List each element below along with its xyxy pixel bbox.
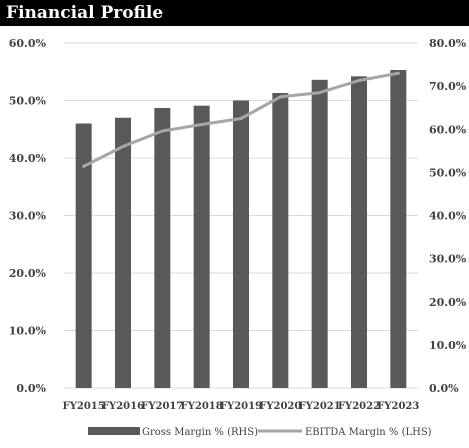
x-axis-category-label: FY2020 [259, 401, 301, 412]
legend-label-ebitda-margin: EBITDA Margin % (LHS) [305, 427, 432, 438]
right-axis-tick-label: 20.0% [429, 296, 467, 309]
point-ebitda-margin [121, 145, 125, 148]
bar-gross-margin [115, 117, 131, 388]
x-axis-category-label: FY2019 [220, 401, 262, 412]
x-axis-category-label: FY2021 [299, 401, 341, 412]
left-axis-tick-label: 50.0% [9, 95, 47, 108]
bar-gross-margin [390, 70, 407, 389]
right-axis-tick-label: 70.0% [429, 80, 467, 93]
left-axis-tick-label: 0.0% [16, 382, 46, 395]
point-ebitda-margin [318, 91, 322, 95]
x-axis-category-label: FY2015 [63, 401, 105, 412]
bar-gross-margin [154, 107, 171, 388]
right-axis-tick-label: 40.0% [429, 210, 467, 223]
right-axis-tick-label: 50.0% [429, 166, 467, 179]
right-axis-tick-label: 10.0% [429, 339, 467, 352]
bar-gross-margin [272, 93, 289, 389]
title-bar: Financial Profile [0, 0, 469, 26]
point-ebitda-margin [239, 116, 243, 120]
right-axis-tick-label: 80.0% [429, 37, 467, 50]
point-ebitda-margin [357, 79, 361, 83]
point-ebitda-margin [200, 123, 204, 127]
point-ebitda-margin [278, 95, 282, 99]
left-axis-tick-label: 40.0% [9, 152, 47, 165]
left-axis-tick-label: 30.0% [9, 210, 47, 223]
x-axis-category-label: FY2018 [181, 401, 223, 412]
bar-gross-margin [351, 76, 367, 388]
bar-gross-margin [75, 123, 92, 388]
point-ebitda-margin [82, 164, 86, 168]
chart-title: Financial Profile [6, 3, 164, 23]
legend-swatch-gross-margin [88, 427, 140, 435]
right-axis-tick-label: 30.0% [429, 253, 467, 266]
x-axis-category-label: FY2023 [377, 401, 419, 412]
legend-label-gross-margin: Gross Margin % (RHS) [142, 427, 258, 438]
left-axis-tick-label: 10.0% [9, 325, 47, 338]
left-axis-tick-label: 60.0% [9, 37, 47, 50]
left-axis-tick-label: 20.0% [9, 267, 47, 280]
bar-gross-margin [193, 105, 210, 389]
x-axis-category-label: FY2022 [338, 401, 380, 412]
point-ebitda-margin [396, 71, 400, 75]
right-axis-tick-label: 60.0% [429, 123, 467, 136]
point-ebitda-margin [160, 129, 164, 133]
right-axis-tick-label: 0.0% [429, 382, 459, 395]
x-axis-category-label: FY2017 [141, 401, 183, 412]
bar-gross-margin [311, 79, 328, 389]
bar-gross-margin [233, 100, 249, 388]
x-axis-category-label: FY2016 [102, 401, 144, 412]
